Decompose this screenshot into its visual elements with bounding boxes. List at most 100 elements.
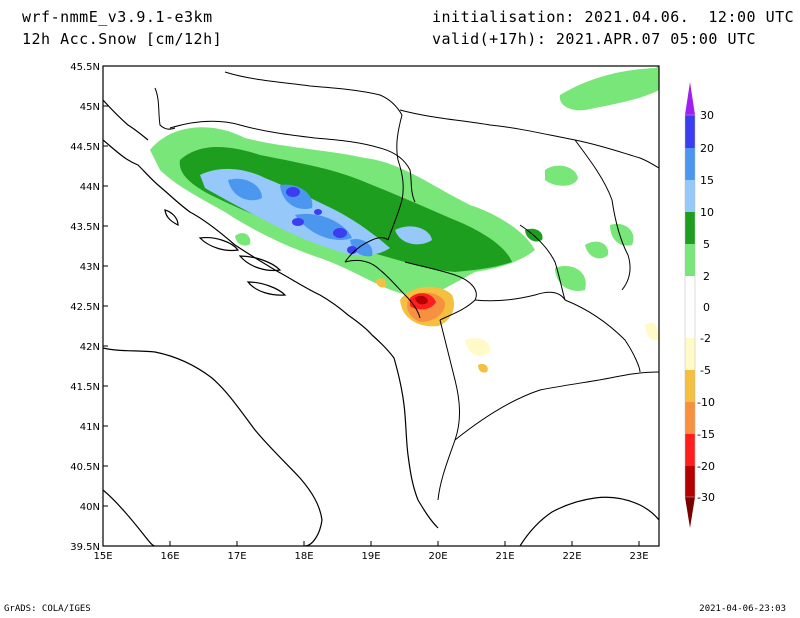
snow-m2-m5-b [645,322,659,341]
axis-ticks [102,65,640,547]
snow-2-5-ne [559,66,659,111]
snow-m5-m10-c [478,363,488,373]
snow-10-15-e [395,226,432,245]
lat-label: 41N [80,422,100,433]
snow-2-5-e2 [585,241,609,259]
lat-label: 41.5N [70,382,100,393]
colorbar-label: -30 [697,491,715,504]
border-kosovo [404,261,477,321]
lon-label: 22E [562,551,581,562]
colorbar-bin [685,370,695,402]
colorbar-label: 5 [703,238,710,251]
lon-labels: 15E 16E 17E 18E 19E 20E 21E 22E 23E [93,551,648,562]
model-name: wrf-nmmE_v3.9.1-e3km [22,8,213,26]
snow-20-30-b [292,218,304,226]
lat-label: 40N [80,502,100,513]
lon-label: 17E [227,551,246,562]
map-panel: 45.5N 45N 44.5N 44N 43.5N 43N 42.5N 42N … [70,62,660,562]
field-name: 12h Acc.Snow [cm/12h] [22,30,223,48]
colorbar-label: -5 [700,364,711,377]
colorbar-bin [685,307,695,338]
coastlines [103,99,659,546]
colorbar-bottom-arrow [685,497,695,528]
border-mont-bos [344,239,373,263]
snow-20-30-c [333,228,347,238]
colorbar-top-arrow [685,82,695,115]
border-serbia-bg [519,224,566,301]
snow-m2-m5 [465,338,491,356]
lon-label: 23E [629,551,648,562]
greek-coast [519,496,659,546]
colorbar-bin [685,180,695,212]
border-bg-nm [564,299,641,373]
border-north-mac-greece [454,371,659,441]
italy-coast [103,347,323,546]
lon-label: 19E [361,551,380,562]
lat-label: 43.5N [70,222,100,233]
lon-label: 16E [160,551,179,562]
border-slovenia [154,87,176,130]
lon-label: 15E [93,551,112,562]
border-croatia-bosnia [169,120,416,203]
colorbar-label: 15 [700,174,714,187]
init-time: initialisation: 2021.04.06. 12:00 UTC [432,8,795,26]
colorbar-label: -15 [697,428,715,441]
colorbar-label: 20 [700,142,714,155]
colorbar-label: 30 [700,109,714,122]
colorbar-bin [685,148,695,180]
snow-20-30-d [347,246,357,254]
colorbar-bin [685,434,695,466]
colorbar: 30 20 15 10 5 2 0 -2 -5 -10 -15 -20 -30 [684,82,715,528]
border-montenegro [344,259,421,319]
lat-label: 45N [80,102,100,113]
border-bulgaria [574,139,631,291]
colorbar-bin [685,276,695,307]
colorbar-label: -20 [697,460,715,473]
valid-time: valid(+17h): 2021.APR.07 05:00 UTC [432,30,757,48]
colorbar-outline [684,114,696,498]
lat-label: 44.5N [70,142,100,153]
lat-labels: 45.5N 45N 44.5N 44N 43.5N 43N 42.5N 42N … [70,62,100,553]
island-4 [164,209,179,226]
software-credit: GrADS: COLA/IGES [4,604,91,614]
colorbar-bin [685,466,695,497]
colorbar-bin [685,212,695,244]
snow-2-5-e3 [555,266,586,291]
snow-15-20-d [350,239,373,257]
snow-field [103,66,659,546]
snow-20-30-e [314,209,322,215]
lon-label: 21E [495,551,514,562]
colorbar-label: 0 [703,301,710,314]
lat-label: 42N [80,342,100,353]
lat-label: 44N [80,182,100,193]
lon-label: 18E [294,551,313,562]
snow-m20-m30 [415,295,428,305]
snow-2-5-e1 [545,165,578,186]
lon-label: 20E [428,551,447,562]
north-coast [103,99,149,141]
snow-15-20-a [228,178,262,201]
border-bos-serb-2 [371,237,389,241]
lat-label: 42.5N [70,302,100,313]
border-bosnia-serbia [387,114,404,241]
colorbar-labels: 30 20 15 10 5 2 0 -2 -5 -10 -15 -20 -30 [697,109,715,504]
colorbar-bin [685,115,695,148]
snow-2-5-w [235,233,251,246]
colorbar-label: 2 [703,270,710,283]
border-serbia-north-mac [474,291,566,302]
colorbar-bin [685,244,695,276]
border-hungary [224,71,403,116]
italy-heel [103,489,156,546]
colorbar-bin [685,402,695,434]
border-albania-north-mac [437,319,460,501]
snow-m5-m10-b [376,278,387,288]
island-1 [198,237,240,252]
lat-label: 40.5N [70,462,100,473]
colorbar-bin [685,338,695,370]
colorbar-label: -2 [700,332,711,345]
lat-label: 39.5N [70,542,100,553]
lat-label: 43N [80,262,100,273]
render-timestamp: 2021-04-06-23:03 [699,604,786,614]
colorbar-label: 10 [700,206,714,219]
